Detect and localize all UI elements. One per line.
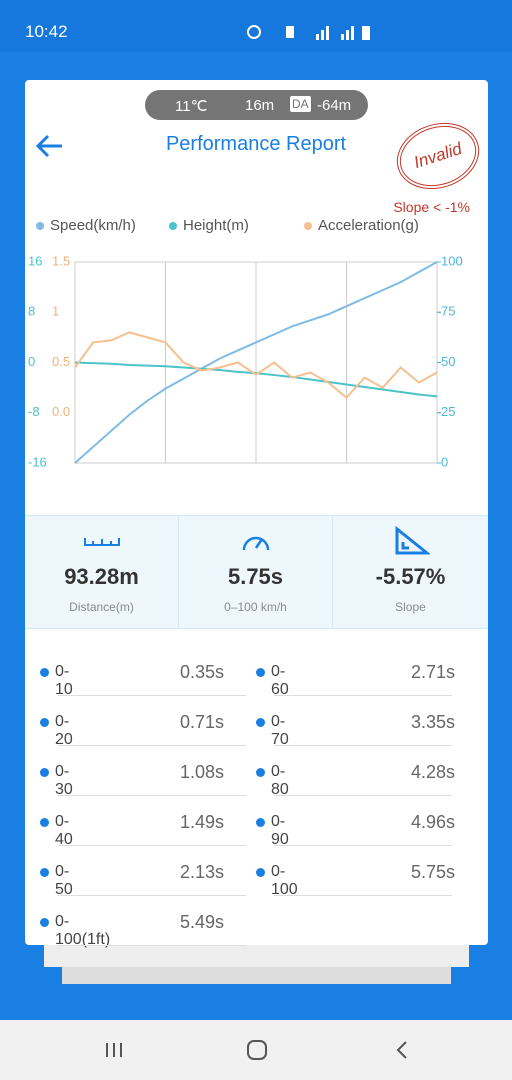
status-icons	[247, 25, 370, 40]
split-dot	[40, 718, 49, 727]
split-divider	[58, 745, 246, 746]
slope-note: Slope < -1%	[393, 199, 470, 215]
status-bar: 10:42	[0, 0, 512, 52]
split-label: 0-50	[55, 863, 73, 898]
legend-label: Height(m)	[183, 217, 249, 234]
split-time: 0.35s	[179, 662, 224, 682]
split-divider	[274, 895, 452, 896]
report-card	[25, 80, 488, 945]
split-divider	[58, 795, 246, 796]
nav-bar	[0, 1020, 512, 1080]
split-divider	[274, 795, 452, 796]
tick-label: 0.5	[52, 354, 70, 369]
legend-label: Speed(km/h)	[50, 217, 136, 234]
slope-label: Slope	[395, 600, 426, 614]
tick-label: 1.5	[52, 253, 70, 268]
split-label: 0-80	[271, 763, 289, 798]
slope-icon	[395, 526, 430, 555]
legend-label: Acceleration(g)	[318, 217, 419, 234]
split-time: 1.08s	[179, 762, 224, 782]
conditions-pill: 11℃ 16m DA -64m	[145, 90, 368, 120]
split-label: 0-30	[55, 763, 73, 798]
time-value: 5.75s	[227, 564, 284, 589]
split-divider	[274, 745, 452, 746]
tick-label: 16	[28, 253, 42, 268]
split-label: 0-90	[271, 813, 289, 848]
split-divider	[58, 895, 246, 896]
slope-value: -5.57%	[375, 564, 446, 589]
density-altitude: -64m	[317, 97, 352, 114]
split-time: 5.49s	[179, 912, 224, 932]
split-dot	[40, 868, 49, 877]
split-time: 3.35s	[410, 712, 455, 732]
tick-label: 75	[441, 304, 455, 319]
nav-icons	[106, 1040, 407, 1060]
stat-time: 5.75s 0–100 km/h	[179, 516, 333, 628]
split-time: 0.71s	[179, 712, 224, 732]
distance-value: 93.28m	[64, 564, 139, 589]
split-divider	[274, 695, 452, 696]
split-time: 5.75s	[410, 862, 455, 882]
temperature: 11℃	[175, 98, 208, 115]
split-time: 2.13s	[179, 862, 224, 882]
stat-distance: 93.28m Distance(m)	[25, 516, 179, 628]
split-time: 4.28s	[410, 762, 455, 782]
page-title: Performance Report	[165, 133, 347, 155]
legend-swatch	[36, 222, 44, 230]
split-label: 0-60	[271, 663, 289, 698]
da-badge: DA	[290, 96, 311, 112]
tick-label: -8	[28, 404, 40, 419]
split-dot	[256, 668, 265, 677]
split-dot	[256, 868, 265, 877]
tick-label: 0	[441, 454, 448, 469]
tick-label: 100	[441, 253, 463, 268]
time-label: 0–100 km/h	[224, 600, 287, 614]
tick-label: 1	[52, 304, 59, 319]
split-divider	[58, 695, 246, 696]
tick-label: 0.0	[52, 404, 70, 419]
stat-slope: -5.57% Slope	[334, 516, 487, 628]
stats-band: 93.28m Distance(m) 5.75s 0–100 km/h -5.5…	[25, 515, 488, 629]
tick-label: 50	[441, 354, 455, 369]
split-dot	[256, 768, 265, 777]
distance-label: Distance(m)	[69, 600, 134, 614]
split-divider	[58, 945, 246, 946]
tick-label: 8	[28, 304, 35, 319]
chart: Speed(km/h) Height(m) Acceleration(g) 16 8 0 -…	[28, 217, 463, 469]
split-dot	[40, 818, 49, 827]
split-divider	[274, 845, 452, 846]
tick-label: -16	[28, 454, 47, 469]
split-label: 0-10	[55, 663, 73, 698]
split-label: 0-40	[55, 813, 73, 848]
series-line	[74, 331, 438, 400]
legend-swatch	[169, 222, 177, 230]
series-line	[74, 261, 438, 464]
clock: 10:42	[25, 22, 68, 41]
split-label: 0-20	[55, 713, 73, 748]
split-dot	[40, 668, 49, 677]
altitude: 16m	[245, 97, 275, 114]
ruler-icon	[84, 538, 120, 546]
tick-label: 0	[28, 354, 35, 369]
split-label: 0-100(1ft)	[55, 913, 111, 948]
split-time: 2.71s	[410, 662, 455, 682]
series-line	[74, 361, 438, 398]
split-dot	[40, 768, 49, 777]
gauge-icon	[242, 536, 270, 551]
split-label: 0-70	[271, 713, 289, 748]
split-dot	[256, 718, 265, 727]
split-dot	[256, 818, 265, 827]
split-time: 1.49s	[179, 812, 224, 832]
back-button[interactable]	[34, 132, 66, 160]
stacked-card	[44, 945, 469, 967]
split-time: 4.96s	[410, 812, 455, 832]
split-label: 0-100	[271, 863, 298, 898]
split-dot	[40, 918, 49, 927]
tick-label: 25	[441, 404, 455, 419]
split-divider	[58, 845, 246, 846]
legend-swatch	[304, 222, 312, 230]
